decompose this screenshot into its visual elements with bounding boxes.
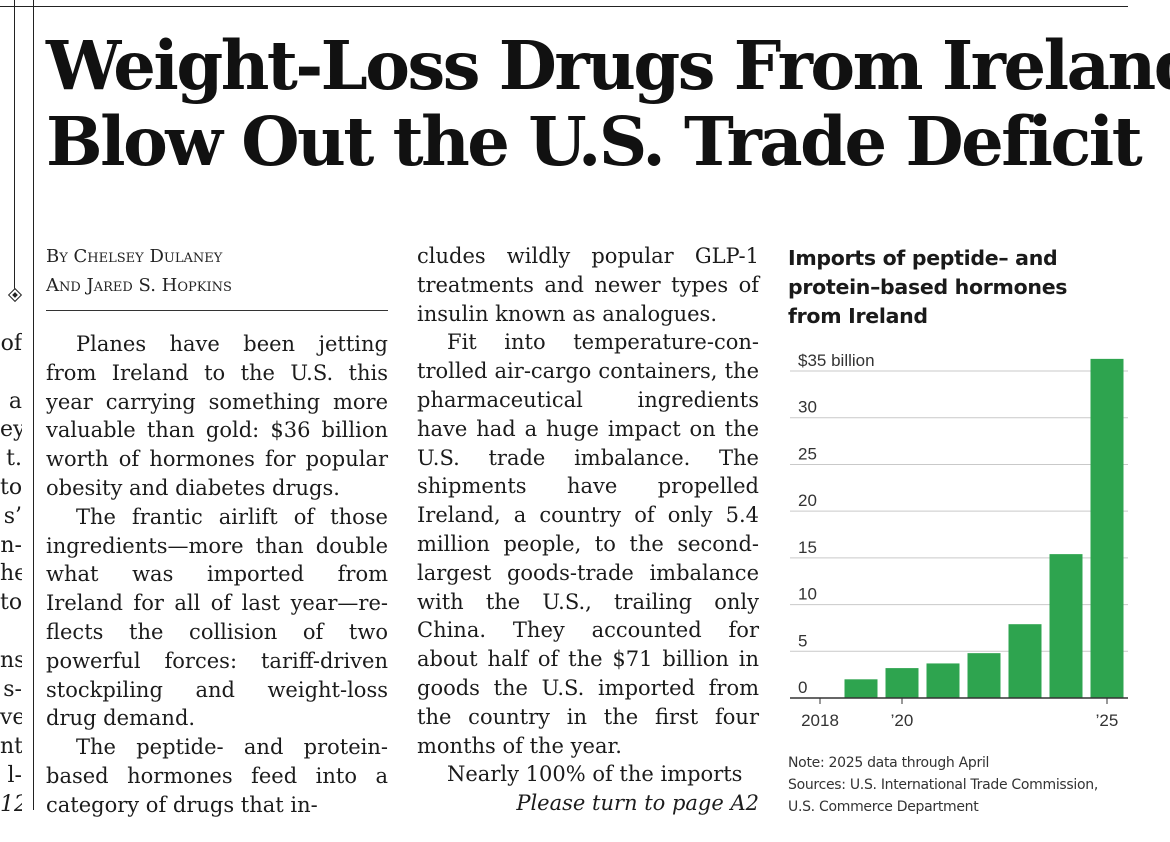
fragment: ve [0,705,22,731]
left-column-rule [14,0,15,290]
chart-title: Imports of peptide– and protein–based ho… [788,244,1128,331]
fragment: s- [3,676,22,702]
y-tick-label: 0 [798,678,807,697]
chart-title-line: from Ireland [788,304,928,328]
fragment: n- [0,532,22,558]
chart-title-line: protein–based hormones [788,275,1068,299]
article-paragraph: Fit into temperature-con­trolled air-car… [417,330,759,758]
bar [1049,554,1083,698]
chart-source-line: Sources: U.S. International Trade Commis… [788,777,1098,793]
x-tick-label: ’25 [1096,711,1119,730]
bar [967,653,1001,698]
chart-note-line: Note: 2025 data through April [788,755,990,771]
y-tick-label: 15 [798,538,817,557]
bar [1008,624,1042,698]
byline-author: And Jared S. Hopkins [46,275,232,296]
article-paragraph: The peptide- and protein-based hormones … [46,735,388,817]
y-tick-label: 10 [798,585,817,604]
bar [926,663,960,698]
x-tick-label: 2018 [801,711,839,730]
x-tick-label: ’20 [891,711,914,730]
headline-line: Weight-Loss Drugs From Ireland [46,26,1170,105]
article-paragraph: cludes wildly popular GLP-1 treatments a… [417,244,759,326]
chart-note: Note: 2025 data through April Sources: U… [788,752,1158,818]
bar [885,668,919,698]
jump-link[interactable]: Please turn to page A2 [516,791,759,816]
article-paragraph: The frantic airlift of those ingredients… [46,504,388,731]
headline-line: Blow Out the U.S. Trade Deficit [46,102,1143,181]
bar-chart: 0 5 10 15 20 25 30 $35 billion 2018 ’20 ’25 [790,351,1128,730]
bar [1090,358,1124,698]
fragment: a [8,388,22,414]
article-paragraph: Nearly 100% of the imports [447,762,743,787]
article-paragraph: Planes have been jetting from Ireland to… [46,332,388,500]
top-rule [0,6,1128,7]
fragment: nt [0,734,22,760]
chart-source-line: U.S. Commerce Department [788,799,979,815]
adjacent-column-fragments: of a ey t. to s’ n- he to ns s- ve nt l-… [0,330,22,820]
bar [844,679,878,698]
fragment: ns [0,647,22,673]
byline-author: By Chelsey Dulaney [46,246,223,267]
diamond-ornament-icon [7,287,23,303]
chart-title-line: Imports of peptide– and [788,246,1058,270]
article-column-2: cludes wildly popular GLP-1 treatments a… [417,242,759,818]
fragment: l- [7,762,22,788]
y-tick-label: 5 [798,631,807,650]
fragment: to [0,590,22,616]
byline: By Chelsey Dulaney And Jared S. Hopkins [46,242,388,300]
y-tick-label: 20 [798,491,817,510]
y-tick-label: 30 [798,398,817,417]
fragment: s’ [3,503,22,529]
fragment [0,618,22,647]
y-tick-label: $35 billion [798,351,875,370]
fragment: 12 [0,791,22,817]
fragment: he [0,561,22,587]
byline-rule [46,310,388,311]
fragment: t. [6,446,22,472]
gutter-rule [33,0,34,810]
fragment: of [0,331,22,356]
fragment: to [0,474,22,500]
fragment [0,359,22,388]
headline: Weight-Loss Drugs From Ireland Blow Out … [46,26,1170,181]
y-tick-label: 25 [798,444,817,463]
article-column-1: Planes have been jetting from Ireland to… [46,330,388,820]
fragment: ey [0,417,22,443]
